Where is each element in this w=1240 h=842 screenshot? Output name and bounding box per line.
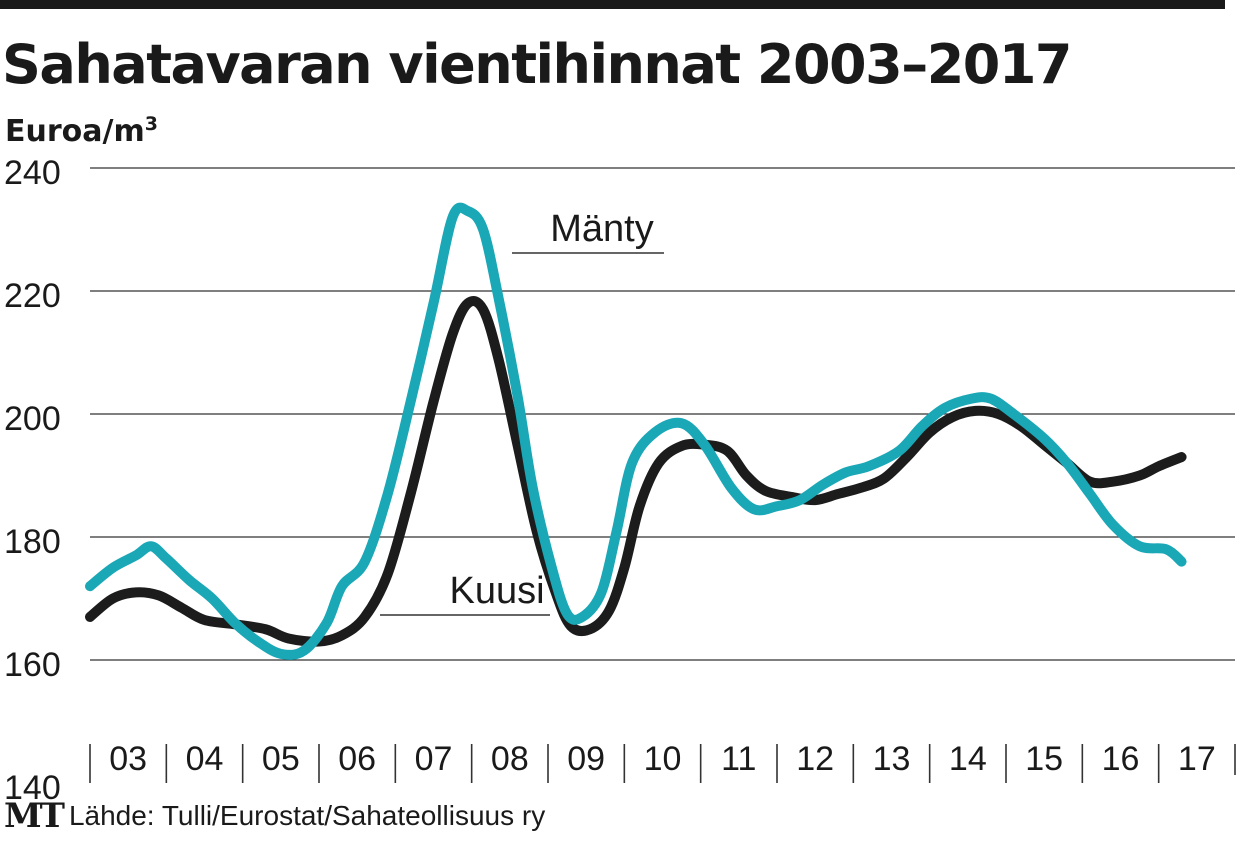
y-tick-label-200: 200 xyxy=(4,400,61,438)
x-tick-label-10: 10 xyxy=(644,740,682,778)
x-tick-label-07: 07 xyxy=(415,740,453,778)
x-tick-label-05: 05 xyxy=(262,740,300,778)
x-tick-label-09: 09 xyxy=(567,740,605,778)
x-tick-label-08: 08 xyxy=(491,740,529,778)
x-tick-label-14: 14 xyxy=(949,740,987,778)
footer: MT Lähde: Tulli/Eurostat/Sahateollisuus r… xyxy=(4,796,545,840)
unit-label: Euroa/m3 xyxy=(5,112,158,152)
top-rule xyxy=(0,0,1225,9)
unit-label-text: Euroa/m xyxy=(5,114,145,149)
unit-superscript: 3 xyxy=(144,113,158,135)
x-tick-label-17: 17 xyxy=(1178,740,1216,778)
y-tick-label-220: 220 xyxy=(4,277,61,315)
y-tick-label-240: 240 xyxy=(4,154,61,192)
source-note: Lähde: Tulli/Eurostat/Sahateollisuus ry xyxy=(68,800,546,831)
series-line-manty xyxy=(85,202,1187,660)
x-tick-label-11: 11 xyxy=(721,740,756,778)
series-label-manty: Mänty xyxy=(550,208,653,250)
chart-title: Sahatavaran vientihinnat 2003–2017 xyxy=(2,33,1073,96)
x-tick-label-13: 13 xyxy=(873,740,911,778)
y-tick-label-140: 140 xyxy=(4,769,61,807)
y-tick-label-180: 180 xyxy=(4,523,61,561)
x-tick-label-04: 04 xyxy=(186,740,224,778)
mt-logo: MT xyxy=(4,796,65,836)
x-tick-label-03: 03 xyxy=(109,740,147,778)
x-tick-label-15: 15 xyxy=(1025,740,1063,778)
x-tick-label-06: 06 xyxy=(338,740,376,778)
x-tick-label-16: 16 xyxy=(1102,740,1140,778)
y-tick-label-160: 160 xyxy=(4,646,61,684)
x-tick-label-12: 12 xyxy=(796,740,834,778)
series-line-kuusi xyxy=(85,296,1187,647)
series-label-kuusi: Kuusi xyxy=(449,570,544,612)
